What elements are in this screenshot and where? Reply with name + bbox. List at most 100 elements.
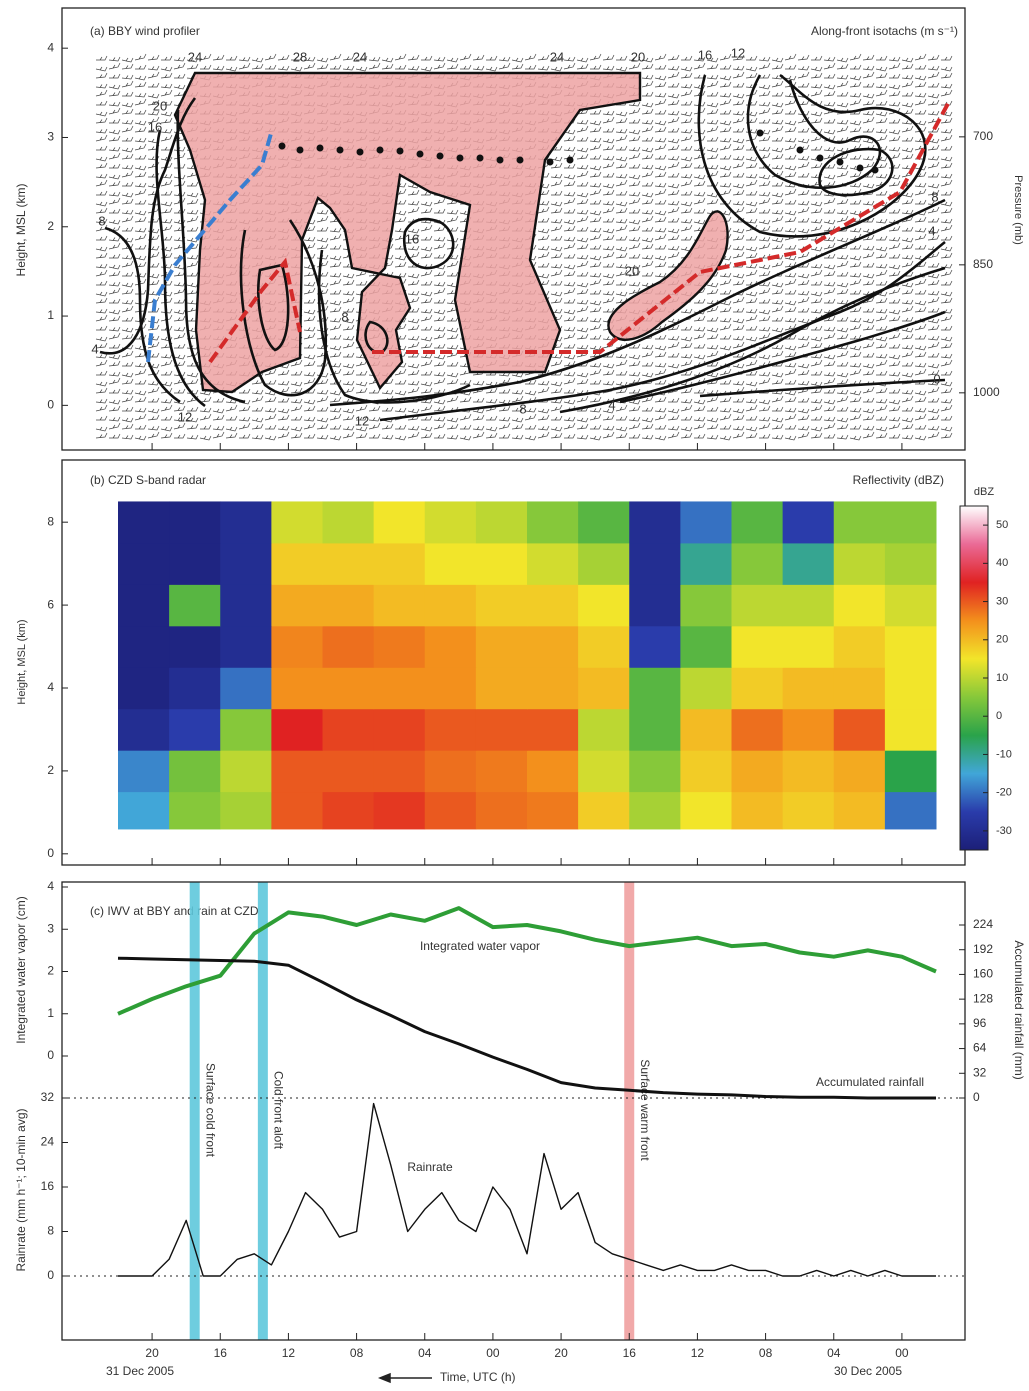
y-tick-label: 24 — [41, 1135, 55, 1149]
isotach — [317, 249, 471, 404]
bullet — [516, 156, 524, 164]
reflectivity-cell — [322, 501, 375, 544]
reflectivity-cell — [782, 708, 835, 751]
reflectivity-cell — [424, 667, 477, 710]
contour-label: 4 — [91, 341, 98, 356]
y-tick-label: 1 — [47, 1006, 54, 1020]
reflectivity-cell — [271, 791, 323, 830]
isotach — [697, 73, 927, 238]
y2-axis-label: Accumulated rainfall (mm) — [1012, 940, 1026, 1079]
reflectivity-cell — [373, 750, 426, 793]
reflectivity-cell — [680, 750, 732, 793]
reflectivity-cell — [475, 750, 528, 793]
y2-axis-label: Pressure (mb) — [1012, 175, 1024, 245]
reflectivity-cell — [424, 501, 477, 544]
reflectivity-cell — [424, 625, 477, 668]
reflectivity-cell — [475, 501, 528, 544]
reflectivity-cell — [424, 542, 477, 585]
reflectivity-cell — [373, 791, 426, 830]
reflectivity-cell — [220, 501, 272, 544]
contour-label: 8 — [519, 401, 526, 416]
contour-label: 16 — [148, 119, 162, 134]
colorbar-tick-label: 50 — [996, 519, 1008, 531]
y-tick-label: 96 — [973, 1016, 987, 1030]
reflectivity-cell — [731, 708, 784, 751]
contour-label: 4 — [608, 397, 615, 412]
y-tick-label: 192 — [973, 942, 993, 956]
y-tick-label: 0 — [973, 1090, 980, 1104]
x-tick-label: 12 — [282, 1346, 296, 1360]
bullet — [278, 142, 286, 150]
bullet — [546, 158, 554, 166]
reflectivity-cell — [527, 625, 579, 668]
isotach — [104, 226, 181, 404]
reflectivity-cell — [475, 791, 528, 830]
reflectivity-cell — [118, 625, 170, 668]
bullet — [476, 154, 484, 162]
bullet — [496, 156, 504, 164]
contour-label: 20 — [631, 49, 645, 64]
isotach — [155, 129, 206, 408]
time-arrow — [377, 1372, 432, 1384]
front-dots — [278, 129, 879, 174]
reflectivity-cell — [731, 584, 784, 627]
reflectivity-cell — [220, 584, 272, 627]
contour-label: 4 — [928, 223, 935, 238]
y-tick-label: 2 — [47, 219, 54, 233]
y3-axis-label: Rainrate (mm h⁻¹; 10-min avg) — [14, 1108, 28, 1271]
bullet — [356, 148, 364, 156]
y-tick-label: 4 — [47, 680, 54, 694]
reflectivity-cell — [833, 750, 886, 793]
reflectivity-cell — [271, 708, 323, 751]
reflectivity-cell — [475, 708, 528, 751]
reflectivity-cell — [118, 791, 170, 830]
front-label: Surface cold front — [204, 1063, 218, 1158]
reflectivity-cell — [578, 584, 630, 627]
reflectivity-cell — [118, 750, 170, 793]
reflectivity-cell — [424, 584, 477, 627]
contour-label: 0 — [933, 371, 940, 386]
reflectivity-cell — [578, 667, 630, 710]
reflectivity-cell — [578, 708, 630, 751]
reflectivity-cell — [731, 667, 784, 710]
reflectivity-cell — [782, 542, 835, 585]
reflectivity-cell — [220, 625, 272, 668]
reflectivity-cell — [884, 708, 937, 751]
y-tick-label: 700 — [973, 129, 993, 143]
colorbar-tick-label: 10 — [996, 672, 1008, 684]
isotach — [176, 109, 246, 404]
contour-label: 16 — [698, 47, 712, 62]
reflectivity-cell — [271, 750, 323, 793]
y-tick-label: 128 — [973, 991, 993, 1005]
contour-label: 24 — [188, 49, 202, 64]
series-label: Rainrate — [407, 1160, 453, 1174]
isotach-core — [607, 210, 729, 341]
profiler-panel — [95, 53, 953, 441]
contour-label: 8 — [98, 213, 105, 228]
reflectivity-cell — [629, 584, 681, 627]
series-line — [117, 956, 936, 1100]
isotach — [239, 219, 328, 397]
reflectivity-cell — [680, 542, 732, 585]
reflectivity-cell — [731, 542, 784, 585]
reflectivity-cell — [373, 501, 426, 544]
y-tick-label: 1000 — [973, 385, 1000, 399]
reflectivity-cell — [118, 584, 170, 627]
y-tick-label: 1 — [47, 308, 54, 322]
plot-frame — [61, 7, 966, 451]
reflectivity-cell — [118, 708, 170, 751]
y-axis-label: Height, MSL (km) — [16, 619, 28, 704]
colorbar-tick-label: 30 — [996, 595, 1008, 607]
reflectivity-cell — [833, 708, 886, 751]
reflectivity-cell — [169, 542, 221, 585]
reflectivity-cell — [373, 542, 426, 585]
y-tick-label: 64 — [973, 1041, 987, 1055]
reflectivity-cell — [629, 791, 681, 830]
bullet — [436, 152, 444, 160]
reflectivity-cell — [220, 667, 272, 710]
bullet — [856, 164, 864, 172]
y-tick-label: 3 — [47, 130, 54, 144]
colorbar-tick-label: 0 — [996, 710, 1002, 722]
panel-title: (a) BBY wind profiler — [90, 24, 200, 38]
front-label: Cold front aloft — [272, 1071, 286, 1150]
